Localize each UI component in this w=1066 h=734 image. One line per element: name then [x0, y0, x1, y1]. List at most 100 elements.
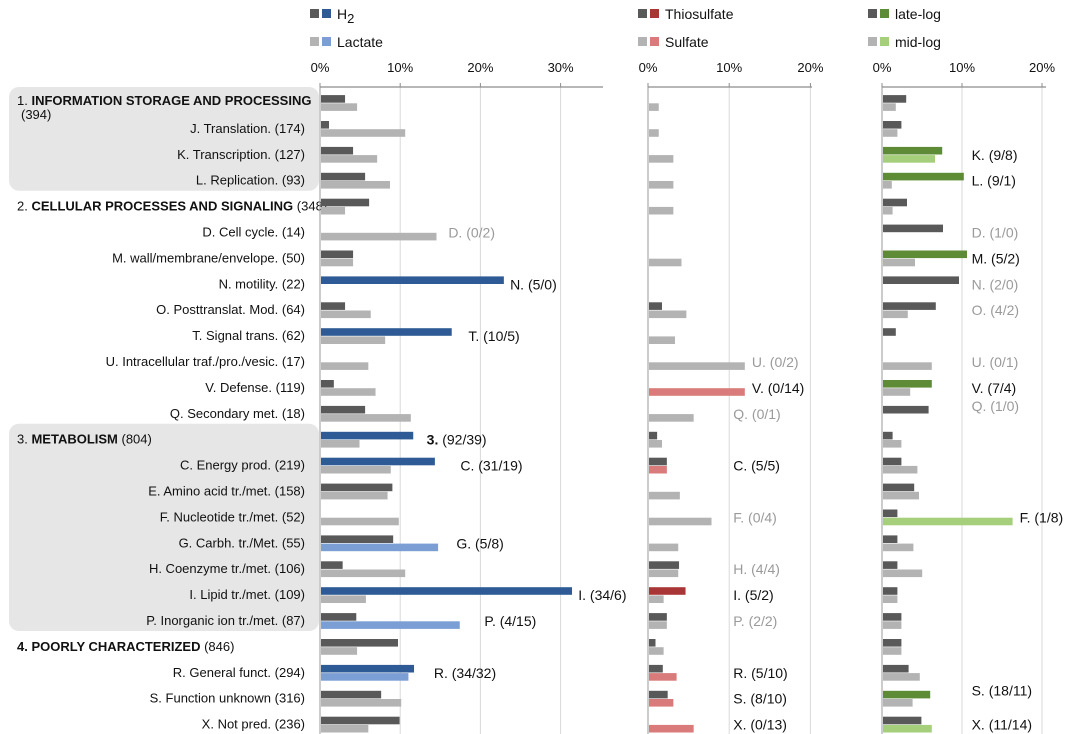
- bar-Lactate-U: [321, 362, 369, 370]
- bar-late-log-K: [883, 146, 943, 155]
- annotation-M: M. (5/2): [972, 250, 1020, 266]
- annotation-text: X. (11/14): [972, 717, 1032, 733]
- bar-mid-log-S: [883, 699, 913, 707]
- annotation-text: H. (4/4): [733, 561, 780, 577]
- bar-late-log-M: [883, 250, 967, 259]
- x-tick-label: 20%: [797, 60, 823, 75]
- bar-late-log-2: [883, 198, 907, 207]
- bar-mid-log-2: [883, 206, 893, 215]
- bar-late-log-I: [883, 587, 898, 595]
- bar-late-log-T: [883, 328, 896, 336]
- annotation-V: V. (7/4): [972, 380, 1017, 396]
- bar-Lactate-C: [321, 465, 391, 474]
- annotation-D: D. (1/0): [972, 225, 1019, 241]
- annotation-text: L. (9/1): [972, 173, 1016, 189]
- bar-late-log-1: [883, 95, 907, 103]
- legend-text: Thiosulfate: [665, 6, 734, 22]
- legend-swatch: [868, 9, 877, 18]
- x-tick-label: 10%: [716, 60, 742, 75]
- bar-mid-log-4: [883, 647, 902, 655]
- bar-Lactate-R: [321, 673, 409, 681]
- header-suffix: (348): [293, 199, 327, 214]
- bar-Lactate-F: [321, 517, 399, 526]
- bar-Sulfate-G: [649, 543, 679, 552]
- annotation-P: P. (2/2): [733, 613, 777, 629]
- bar-mid-log-1: [883, 103, 896, 111]
- annotation-D: D. (0/2): [448, 225, 495, 241]
- legend-text: Sulfate: [665, 34, 709, 50]
- annotation-text: F. (0/4): [733, 509, 777, 525]
- bar-late-log-V: [883, 380, 932, 388]
- bar-Sulfate-M: [649, 258, 682, 267]
- bar-H2-L: [321, 172, 366, 181]
- header-title: METABOLISM: [31, 432, 117, 447]
- x-tick-label: 10%: [949, 60, 975, 75]
- bar-H2-V: [321, 380, 334, 388]
- bar-Lactate-G: [321, 543, 439, 552]
- annotation-P: P. (4/15): [484, 613, 536, 629]
- category-label-D: D. Cell cycle. (14): [202, 225, 305, 240]
- legend-label: Sulfate: [665, 34, 709, 50]
- annotation-Q: Q. (0/1): [733, 406, 780, 422]
- bar-Lactate-P: [321, 621, 460, 629]
- annotation-R: R. (34/32): [434, 665, 496, 681]
- legend-text: late-log: [895, 6, 941, 22]
- annotation-text: U. (0/1): [972, 354, 1019, 370]
- category-label-T: T. Signal trans. (62): [192, 328, 305, 343]
- annotation-text: C. (5/5): [733, 458, 780, 474]
- bar-H2-I: [321, 587, 573, 595]
- legend-subscript: 2: [347, 11, 354, 26]
- annotation-text: V. (7/4): [972, 380, 1017, 396]
- category-header-2: 2. CELLULAR PROCESSES AND SIGNALING (348…: [17, 199, 327, 214]
- category-label-K: K. Transcription. (127): [177, 147, 305, 162]
- x-tick-label: 20%: [1029, 60, 1055, 75]
- annotation-text: M. (5/2): [972, 250, 1020, 266]
- bar-mid-log-X: [883, 724, 932, 733]
- category-labels: 1. INFORMATION STORAGE AND PROCESSING(39…: [17, 93, 327, 732]
- x-tick-label: 10%: [387, 60, 413, 75]
- legend-swatch: [638, 37, 647, 46]
- bar-mid-log-J: [883, 129, 898, 137]
- bar-Sulfate-J: [649, 129, 659, 137]
- bar-H2-3: [321, 431, 414, 440]
- bar-H2-M: [321, 250, 354, 259]
- bar-late-log-S: [883, 690, 931, 699]
- header-prefix: 2.: [17, 199, 31, 214]
- legend-swatch: [310, 9, 319, 18]
- annotation-I: I. (34/6): [578, 587, 626, 603]
- bar-H2-C: [321, 457, 435, 466]
- annotation-K: K. (9/8): [972, 147, 1018, 163]
- bar-Lactate-S: [321, 699, 402, 707]
- bar-H2-X: [321, 716, 400, 725]
- legend-swatch: [650, 9, 659, 18]
- bar-Lactate-L: [321, 181, 390, 189]
- bar-Thiosulfate-I: [649, 587, 686, 595]
- bar-Thiosulfate-S: [649, 690, 668, 699]
- annotation-V: V. (0/14): [752, 380, 804, 396]
- bar-Sulfate-P: [649, 621, 667, 629]
- group-shade-1: [9, 87, 319, 191]
- annotation-text: N. (5/0): [510, 276, 557, 292]
- legend-text: Lactate: [337, 34, 383, 50]
- bar-Sulfate-2: [649, 206, 674, 215]
- bar-late-log-G: [883, 535, 898, 543]
- annotation-C: C. (5/5): [733, 458, 780, 474]
- bar-H2-T: [321, 328, 452, 336]
- bar-mid-log-H: [883, 569, 923, 578]
- annotation-L: L. (9/1): [972, 173, 1016, 189]
- annotation-text: R. (5/10): [733, 665, 787, 681]
- bar-H2-G: [321, 535, 394, 543]
- header-prefix: 3.: [17, 432, 31, 447]
- header-suffix: (804): [118, 432, 152, 447]
- bar-Sulfate-R: [649, 673, 677, 681]
- bar-Lactate-J: [321, 129, 406, 137]
- bar-mid-log-F: [883, 517, 1013, 526]
- annotation-F: F. (1/8): [1020, 509, 1064, 525]
- bar-Sulfate-1: [649, 103, 659, 111]
- legend-swatch: [322, 9, 331, 18]
- category-label-J: J. Translation. (174): [190, 121, 305, 136]
- bar-late-log-O: [883, 302, 936, 310]
- bar-H2-4: [321, 639, 398, 647]
- annotation-bold: 3.: [427, 432, 443, 448]
